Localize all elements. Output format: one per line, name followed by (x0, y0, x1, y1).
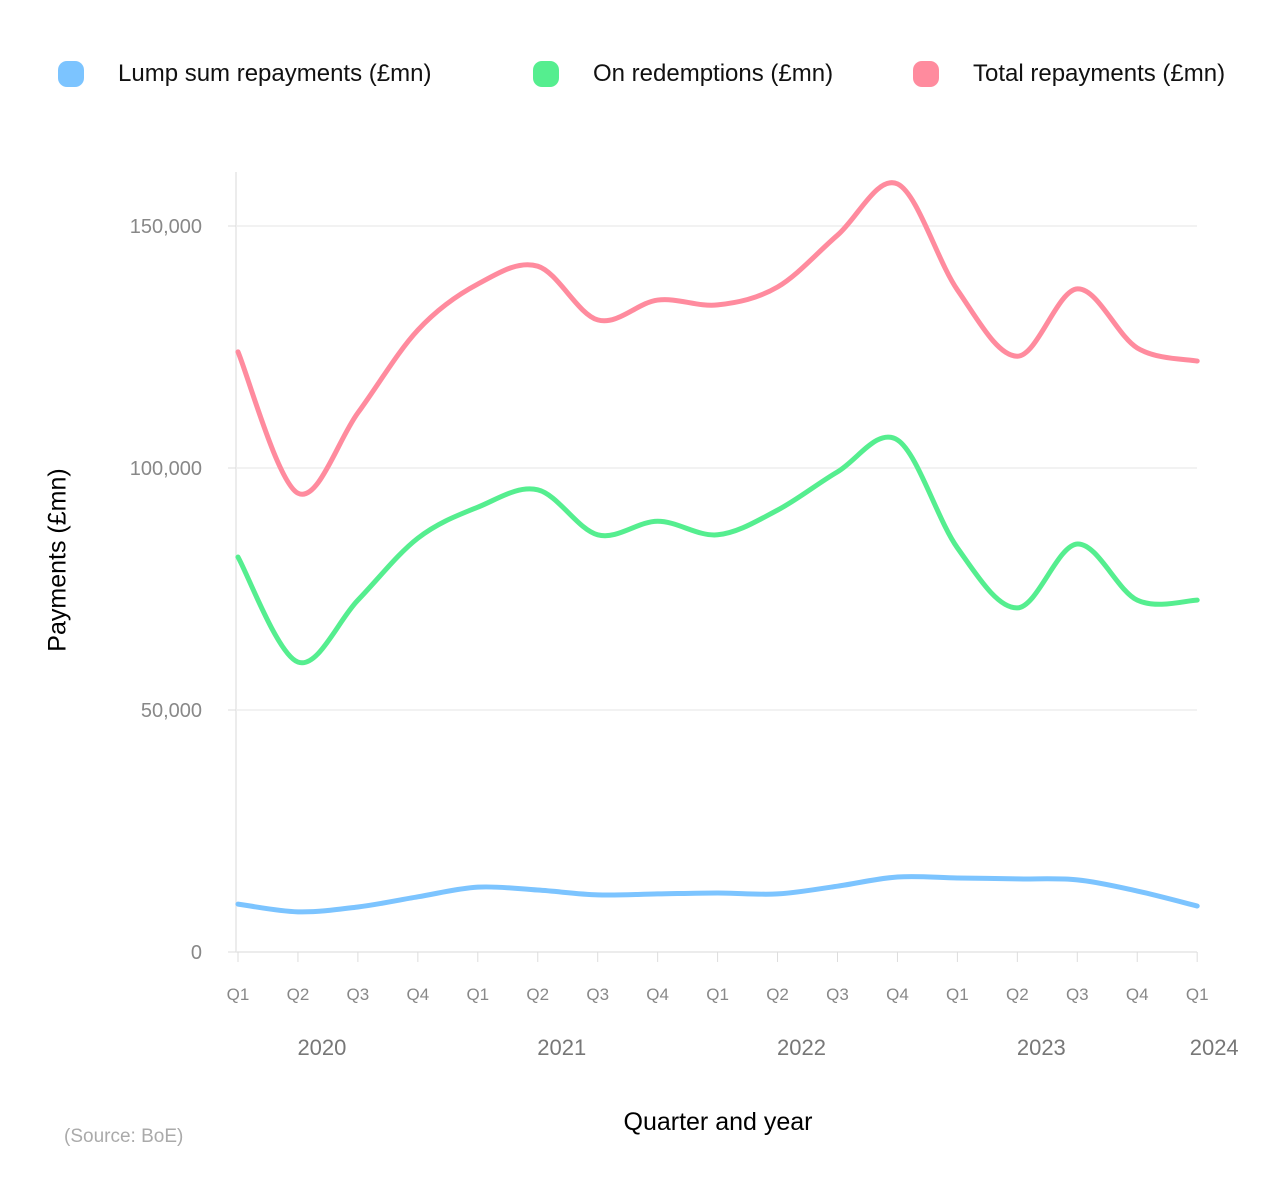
x-tick-label: Q4 (1126, 985, 1149, 1004)
x-tick-label: Q2 (526, 985, 549, 1004)
legend-swatch (58, 61, 84, 87)
year-label: 2021 (537, 1035, 586, 1060)
legend-item-lump-sum[interactable]: Lump sum repayments (£mn) (58, 60, 431, 88)
x-tick-label: Q1 (946, 985, 969, 1004)
legend-label: Lump sum repayments (£mn) (118, 60, 432, 87)
year-label: 2020 (297, 1035, 346, 1060)
legend: Lump sum repayments (£mn) On redemptions… (0, 60, 1288, 96)
legend-label: On redemptions (£mn) (593, 60, 834, 87)
legend-swatch (533, 61, 559, 87)
y-tick-label: 50,000 (141, 700, 202, 722)
x-tick-label: Q3 (586, 985, 609, 1004)
x-tick-label: Q4 (886, 985, 909, 1004)
y-tick-label: 150,000 (130, 216, 202, 238)
year-label: 2022 (777, 1035, 826, 1060)
x-tick-label: Q2 (287, 985, 310, 1004)
x-axis-title: Quarter and year (623, 1108, 813, 1136)
x-tick-label: Q3 (1066, 985, 1089, 1004)
year-label: 2023 (1017, 1035, 1066, 1060)
legend-item-redemptions[interactable]: On redemptions (£mn) (533, 60, 833, 88)
y-axis-title: Payments (£mn) (43, 468, 72, 652)
x-tick-label: Q4 (407, 985, 430, 1004)
y-tick-label: 0 (191, 942, 202, 964)
year-label: 2024 (1190, 1035, 1239, 1060)
x-tick-label: Q4 (646, 985, 669, 1004)
legend-item-total[interactable]: Total repayments (£mn) (913, 60, 1225, 88)
legend-label: Total repayments (£mn) (973, 60, 1226, 87)
series-line-0 (235, 874, 1200, 915)
source-note: (Source: BoE) (64, 1126, 184, 1147)
series-line-1 (235, 434, 1200, 666)
x-tick-label: Q1 (227, 985, 250, 1004)
x-tick-label: Q2 (1006, 985, 1029, 1004)
x-tick-label: Q1 (1186, 985, 1209, 1004)
x-tick-label: Q1 (706, 985, 729, 1004)
legend-swatch (913, 61, 939, 87)
x-tick-label: Q3 (826, 985, 849, 1004)
x-tick-label: Q3 (347, 985, 370, 1004)
x-tick-label: Q1 (466, 985, 489, 1004)
series-line-2 (235, 180, 1200, 497)
y-tick-label: 100,000 (130, 458, 202, 480)
x-tick-label: Q2 (766, 985, 789, 1004)
